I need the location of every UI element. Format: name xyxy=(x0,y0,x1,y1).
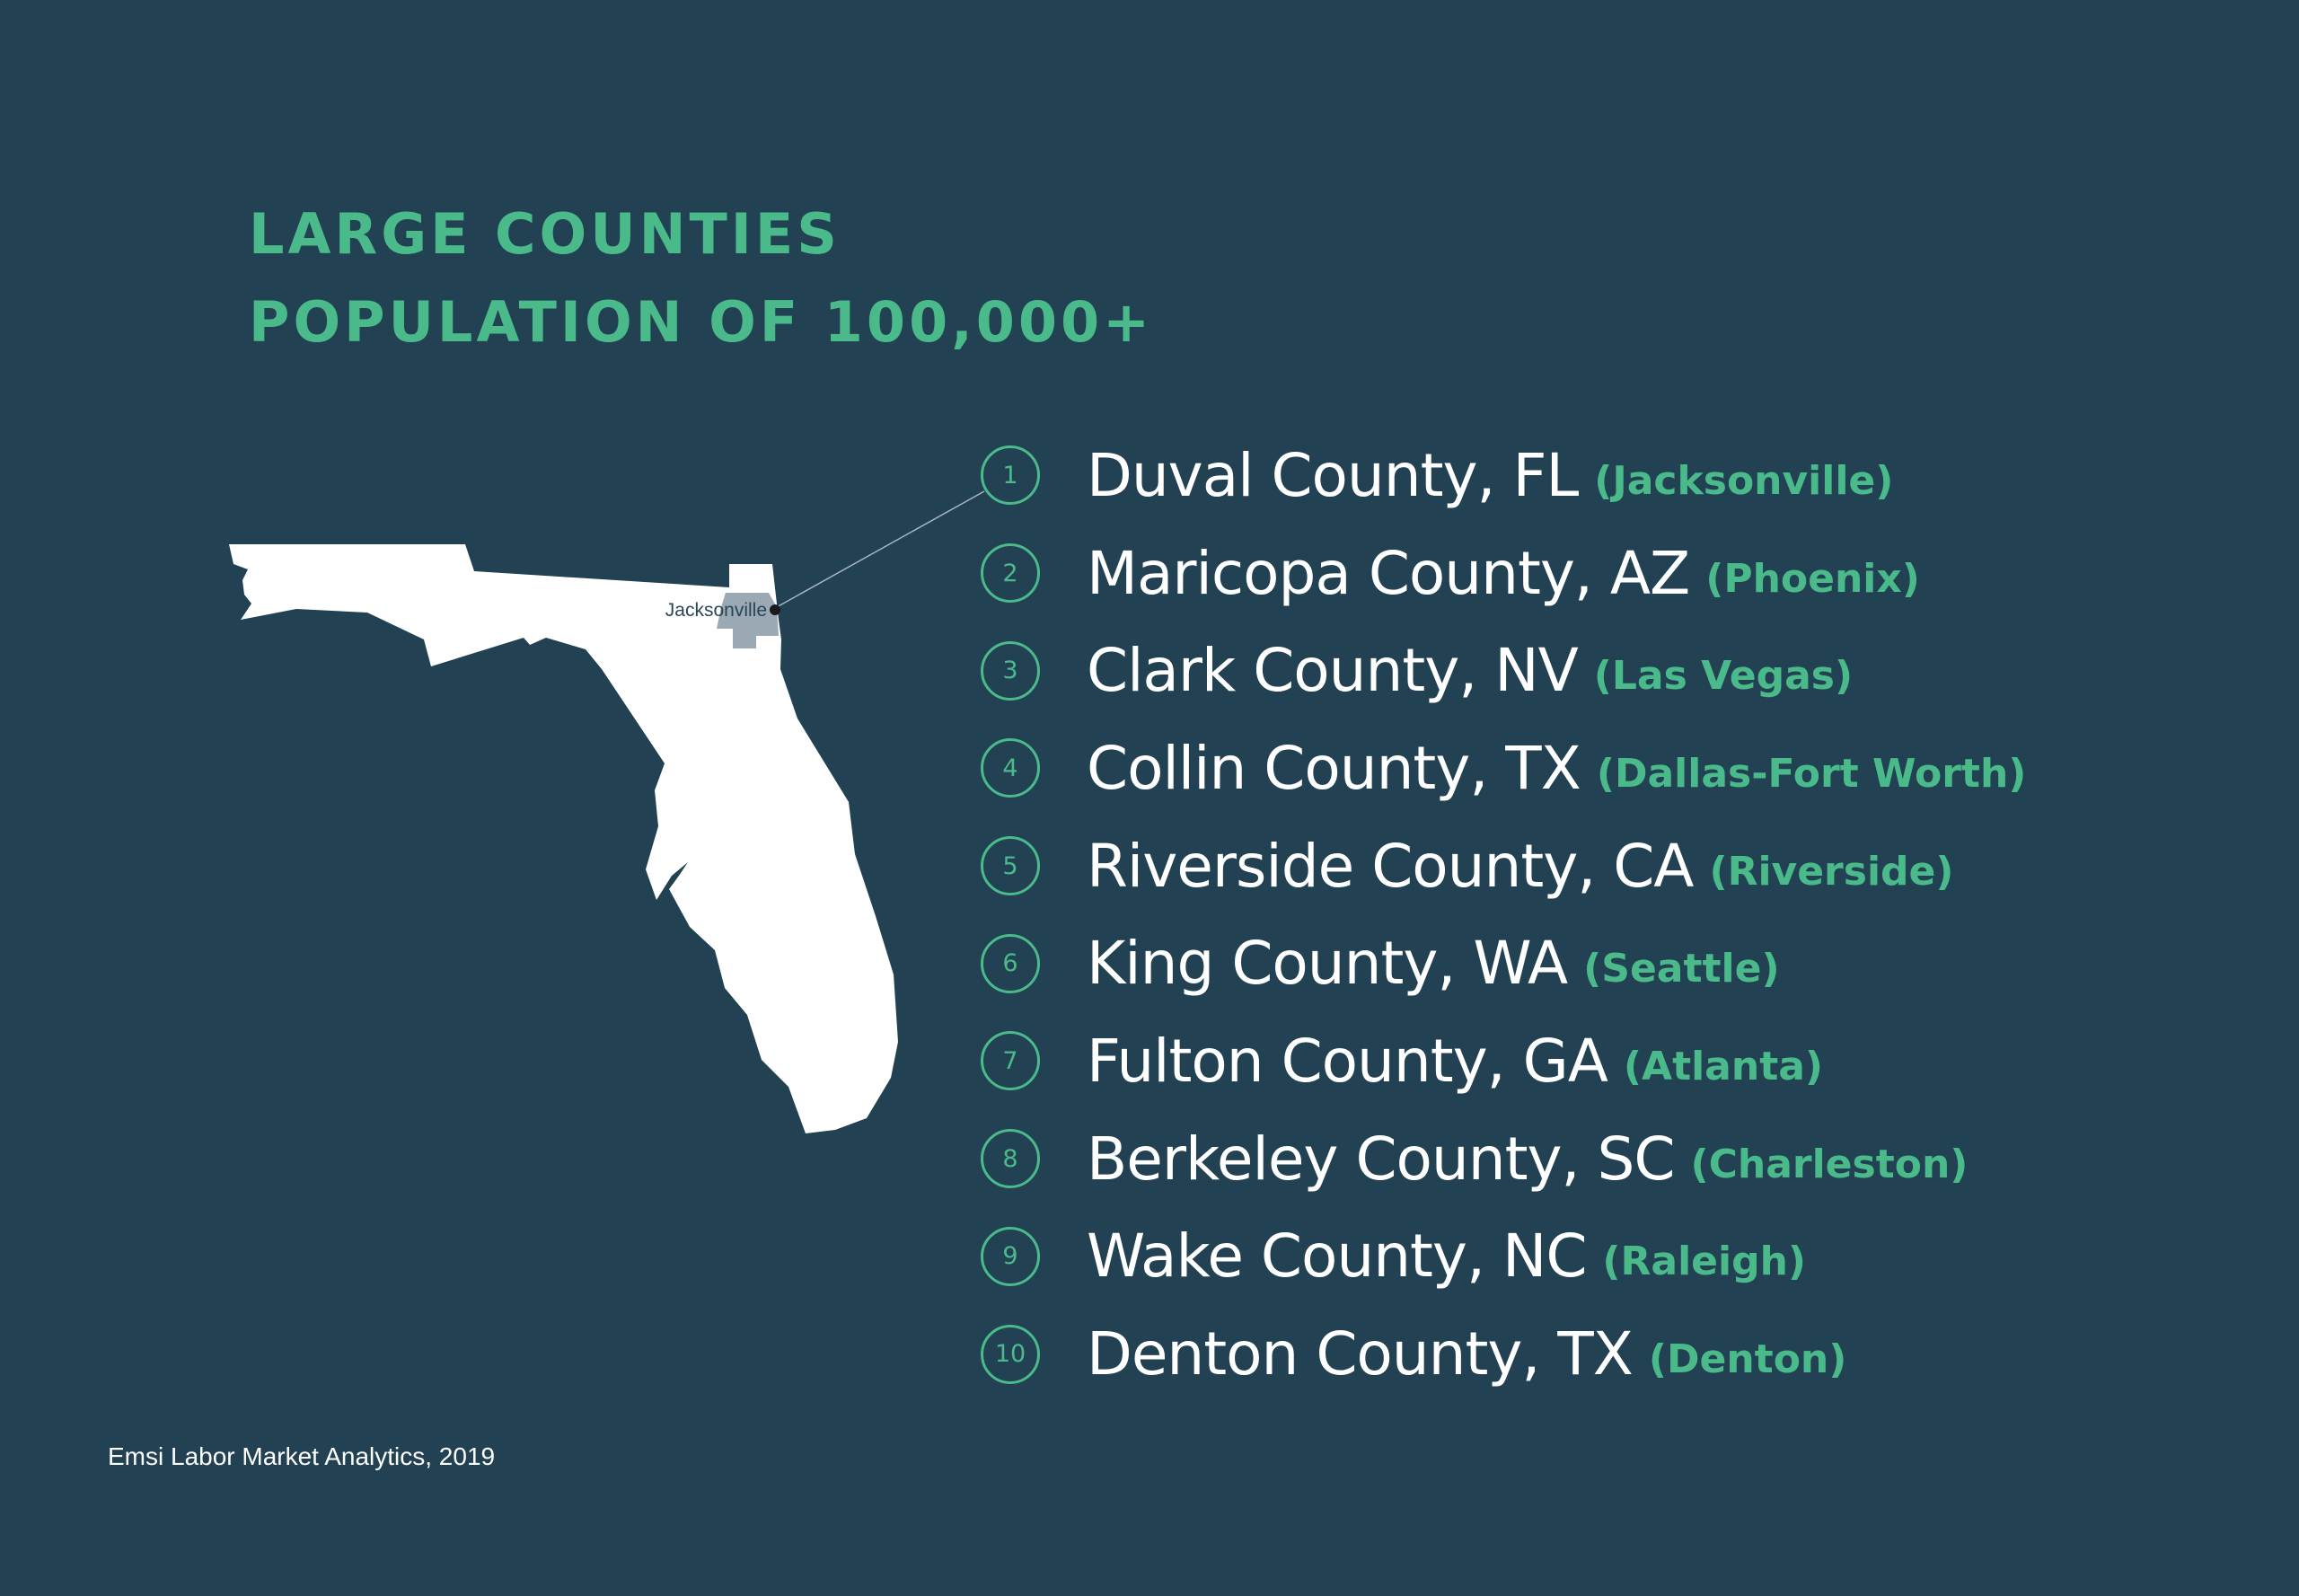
rank-number-badge: 6 xyxy=(981,933,1040,993)
title-line-1: LARGE COUNTIES xyxy=(249,201,841,267)
jacksonville-dot xyxy=(770,604,780,615)
metro-area: (Phoenix) xyxy=(1705,555,1920,602)
county-ranking-list: 1 Duval County, FL (Jacksonville) 2 Mari… xyxy=(981,427,2026,1403)
metro-area: (Riverside) xyxy=(1709,848,1954,895)
ranking-item: 10 Denton County, TX (Denton) xyxy=(981,1305,2026,1403)
rank-number-badge: 4 xyxy=(981,738,1040,798)
county-name: Clark County, NV xyxy=(1087,636,1579,706)
ranking-item: 7 Fulton County, GA (Atlanta) xyxy=(981,1012,2026,1110)
rank-number-badge: 1 xyxy=(981,445,1040,506)
rank-number-badge: 2 xyxy=(981,543,1040,604)
rank-number-badge: 5 xyxy=(981,836,1040,896)
metro-area: (Denton) xyxy=(1648,1336,1847,1383)
rank-number-badge: 3 xyxy=(981,640,1040,701)
duval-county-shape xyxy=(717,593,779,648)
city-label: Jacksonville xyxy=(665,600,767,621)
metro-area: (Dallas-Fort Worth) xyxy=(1596,750,2027,797)
ranking-item: 3 Clark County, NV (Las Vegas) xyxy=(981,622,2026,719)
ranking-item: 1 Duval County, FL (Jacksonville) xyxy=(981,427,2026,525)
ranking-item: 4 Collin County, TX (Dallas-Fort Worth) xyxy=(981,719,2026,817)
metro-area: (Raleigh) xyxy=(1602,1239,1807,1285)
county-name: Riverside County, CA xyxy=(1087,831,1694,901)
title-line-2: POPULATION OF 100,000+ xyxy=(249,289,1154,355)
rank-number-badge: 9 xyxy=(981,1226,1040,1286)
ranking-item: 8 Berkeley County, SC (Charleston) xyxy=(981,1110,2026,1208)
county-name: Wake County, NC xyxy=(1087,1221,1587,1292)
county-name: Maricopa County, AZ xyxy=(1087,538,1690,608)
metro-area: (Seattle) xyxy=(1583,946,1780,992)
rank-number-badge: 8 xyxy=(981,1129,1040,1189)
metro-area: (Atlanta) xyxy=(1623,1043,1824,1089)
county-name: King County, WA xyxy=(1087,929,1568,999)
florida-map: Jacksonville xyxy=(229,490,985,1133)
county-name: Fulton County, GA xyxy=(1087,1026,1608,1096)
ranking-item: 2 Maricopa County, AZ (Phoenix) xyxy=(981,525,2026,622)
ranking-item: 6 King County, WA (Seattle) xyxy=(981,914,2026,1012)
county-name: Berkeley County, SC xyxy=(1087,1124,1675,1194)
metro-area: (Charleston) xyxy=(1690,1141,1969,1187)
ranking-item: 9 Wake County, NC (Raleigh) xyxy=(981,1208,2026,1306)
page-title: LARGE COUNTIES POPULATION OF 100,000+ xyxy=(249,190,1153,366)
rank-number-badge: 7 xyxy=(981,1031,1040,1091)
florida-state-shape xyxy=(229,544,898,1133)
county-name: Duval County, FL xyxy=(1087,440,1579,510)
county-name: Denton County, TX xyxy=(1087,1319,1634,1389)
county-name: Collin County, TX xyxy=(1087,733,1581,803)
source-note: Emsi Labor Market Analytics, 2019 xyxy=(108,1442,496,1470)
rank-number-badge: 10 xyxy=(981,1324,1040,1384)
ranking-item: 5 Riverside County, CA (Riverside) xyxy=(981,817,2026,915)
connector-line xyxy=(774,490,985,609)
metro-area: (Jacksonville) xyxy=(1594,457,1894,504)
metro-area: (Las Vegas) xyxy=(1593,653,1854,700)
